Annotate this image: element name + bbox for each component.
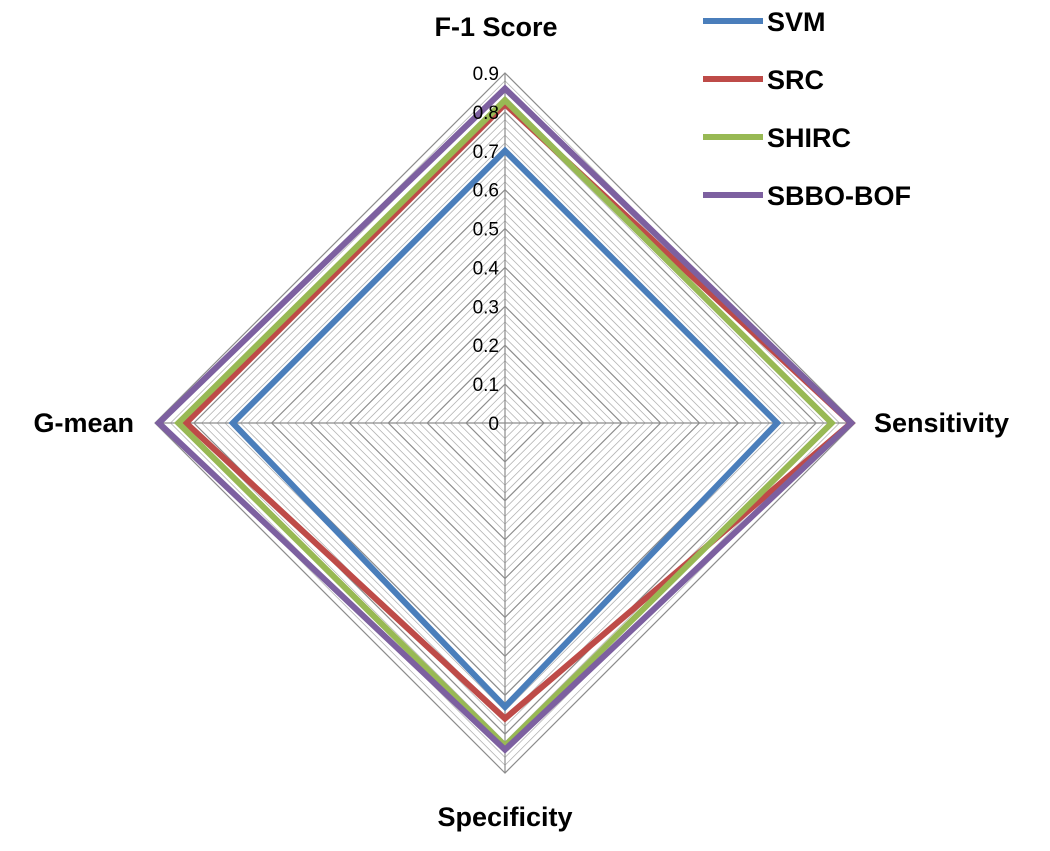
legend-label: SHIRC xyxy=(767,123,851,153)
radial-tick-label: 0.7 xyxy=(473,142,499,163)
legend-item-svm: SVM xyxy=(703,7,826,37)
legend: SVM SRC SHIRC SBBO-BOF xyxy=(703,7,911,211)
legend-label: SBBO-BOF xyxy=(767,181,911,211)
axis-label-f-1-score: F-1 Score xyxy=(434,12,557,42)
radial-tick-label: 0 xyxy=(488,414,499,435)
radial-tick-label: 0.1 xyxy=(473,375,499,396)
legend-item-sbbo-bof: SBBO-BOF xyxy=(703,181,911,211)
radial-tick-label: 0.8 xyxy=(473,103,499,124)
axis-label-specificity: Specificity xyxy=(437,802,572,832)
series-src xyxy=(181,99,856,723)
series-sbbo-bof xyxy=(154,84,856,754)
radial-tick-label: 0.6 xyxy=(473,181,499,202)
radial-tick-label: 0.3 xyxy=(473,297,499,318)
legend-label: SVM xyxy=(767,7,826,37)
axis-label-g-mean: G-mean xyxy=(33,408,134,438)
series-layer xyxy=(154,84,856,754)
radial-tick-label: 0.4 xyxy=(473,258,500,279)
series-svm xyxy=(228,146,782,712)
radial-tick-label: 0.9 xyxy=(473,64,499,85)
legend-label: SRC xyxy=(767,65,824,95)
grid-layer xyxy=(154,72,856,774)
tick-label-layer: 0 0.1 0.2 0.3 0.4 0.5 0.6 0.7 0.8 0.9 xyxy=(473,64,500,435)
axis-label-layer: F-1 Score Sensitivity Specificity G-mean xyxy=(33,12,1009,832)
legend-item-shirc: SHIRC xyxy=(703,123,851,153)
legend-item-src: SRC xyxy=(703,65,824,95)
radial-tick-label: 0.2 xyxy=(473,336,499,357)
axis-label-sensitivity: Sensitivity xyxy=(874,408,1009,438)
radial-tick-label: 0.5 xyxy=(473,220,499,241)
